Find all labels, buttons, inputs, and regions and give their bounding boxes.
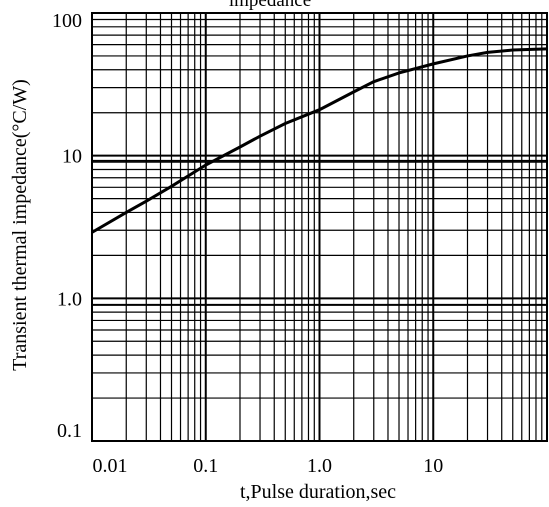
y-tick-labels: 100 10 1.0 0.1 [52, 10, 82, 442]
x-tick-label: 1.0 [307, 455, 332, 477]
x-tick-label: 10 [423, 455, 443, 477]
plot-frame [91, 12, 548, 442]
y-tick-label: 10 [62, 146, 82, 168]
y-tick-label: 1.0 [57, 288, 82, 310]
x-tick-label: 0.1 [193, 455, 218, 477]
chart-title: impedance [229, 0, 311, 11]
x-tick-labels: 0.01 0.1 1.0 10 [93, 455, 444, 477]
y-axis-label: Transient thermal impedance(°C/W) [9, 79, 31, 371]
x-tick-label: 0.01 [93, 455, 128, 477]
x-axis-label: t,Pulse duration,sec [240, 481, 396, 503]
y-tick-label: 0.1 [57, 420, 82, 442]
series-line [91, 47, 548, 234]
grid [92, 13, 547, 441]
y-tick-label: 100 [52, 10, 82, 32]
